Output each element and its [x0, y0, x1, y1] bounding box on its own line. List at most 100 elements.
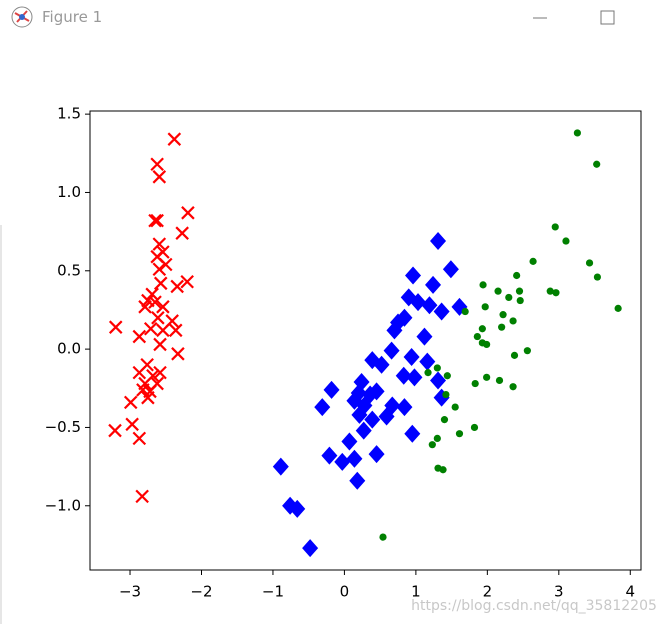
point [156, 300, 170, 314]
point [132, 365, 147, 380]
y-tick-label: 1.0 [57, 183, 81, 201]
point [410, 293, 427, 312]
point [455, 430, 464, 438]
point [167, 132, 182, 146]
point [153, 337, 167, 352]
point [151, 311, 165, 325]
point [428, 441, 436, 449]
point [351, 405, 368, 424]
y-tick-label: 0.5 [57, 261, 81, 279]
point [138, 300, 152, 314]
point [419, 352, 436, 371]
point [175, 226, 189, 240]
point [405, 266, 422, 285]
point [573, 129, 581, 137]
watermark: https://blog.csdn.net/qq_35812205 [411, 598, 657, 614]
point [135, 489, 149, 504]
x-tick-label: −1 [262, 583, 284, 601]
point [529, 257, 537, 265]
point [546, 287, 554, 295]
point [136, 383, 150, 397]
point [593, 273, 602, 281]
window-title: Figure 1 [42, 8, 103, 26]
point [406, 368, 423, 387]
point [143, 321, 158, 336]
point [364, 410, 381, 429]
point [125, 417, 139, 432]
point [424, 369, 432, 377]
x-tick-label: −2 [190, 583, 212, 601]
point [383, 341, 400, 360]
x-tick-label: 0 [340, 583, 350, 601]
point [425, 275, 442, 294]
point [478, 325, 486, 333]
point [150, 213, 164, 228]
point [479, 281, 487, 289]
point [440, 416, 449, 424]
maximize-button[interactable] [593, 3, 623, 33]
point [510, 351, 519, 359]
point [132, 329, 147, 344]
point [433, 302, 450, 321]
point [321, 446, 338, 465]
point [585, 259, 594, 267]
point [498, 323, 506, 331]
point [150, 157, 164, 172]
point [443, 372, 451, 380]
point [552, 289, 560, 297]
app-icon [11, 6, 33, 28]
point [451, 403, 459, 411]
point [379, 533, 387, 541]
x-tick-label: 3 [554, 583, 564, 601]
point [470, 423, 479, 432]
point [494, 287, 502, 295]
point [483, 340, 491, 349]
point [505, 293, 513, 302]
point [108, 423, 122, 438]
point [132, 431, 147, 446]
point [516, 296, 524, 305]
point [168, 323, 183, 338]
x-tick-label: −3 [119, 583, 141, 601]
title-bar: Figure 1 [0, 0, 665, 36]
point [346, 449, 363, 468]
point [386, 321, 403, 340]
minimize-button[interactable] [525, 3, 555, 33]
point [171, 347, 185, 361]
point [481, 303, 489, 311]
point [495, 376, 504, 385]
point [170, 279, 184, 294]
point [593, 160, 601, 168]
point [152, 262, 167, 276]
point [421, 296, 438, 315]
point [145, 287, 159, 302]
point [515, 287, 524, 295]
point [148, 213, 162, 228]
point [513, 271, 521, 280]
point [614, 304, 622, 312]
point [302, 539, 319, 558]
y-tick-label: −1.0 [45, 496, 81, 514]
point [334, 452, 351, 471]
point [314, 398, 331, 417]
point [523, 347, 531, 355]
point [355, 421, 372, 440]
point [378, 407, 395, 426]
point [442, 390, 450, 399]
point [471, 379, 479, 388]
point [509, 383, 517, 391]
point [403, 347, 420, 366]
x-tick-label: 2 [483, 583, 493, 601]
point [368, 445, 385, 464]
point [153, 365, 167, 380]
point [152, 237, 167, 251]
point [158, 257, 173, 272]
point [509, 317, 517, 325]
point [123, 395, 138, 410]
point [396, 398, 413, 417]
axes-frame [89, 110, 642, 571]
point [349, 471, 366, 490]
point [341, 432, 358, 451]
